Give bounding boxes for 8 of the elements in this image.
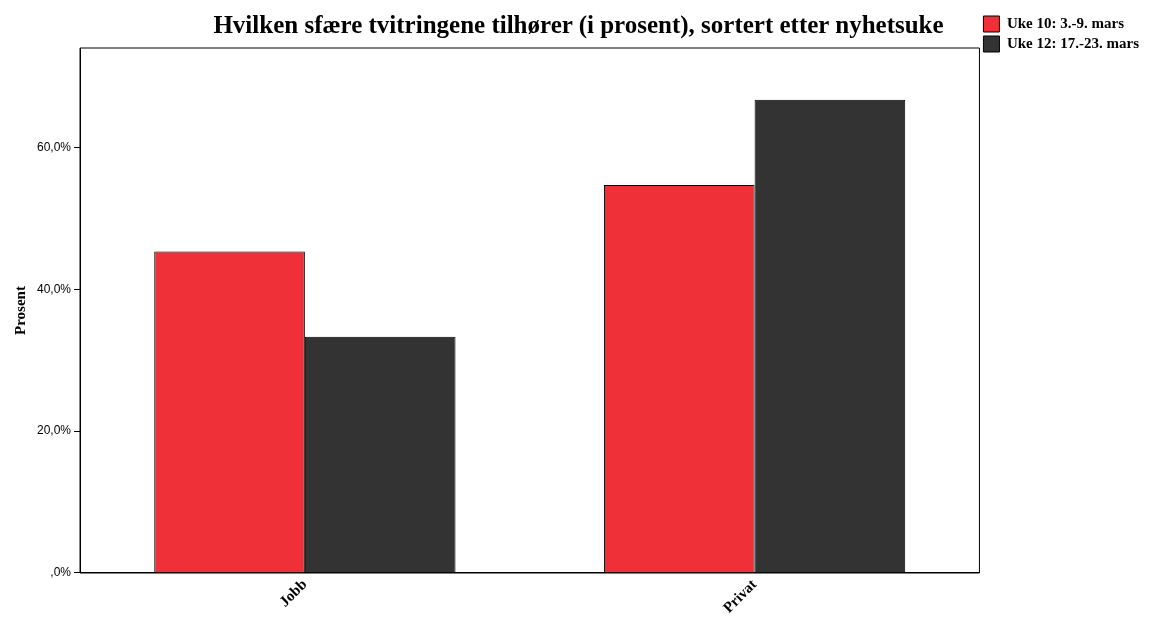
y-tick-label: 40,0% <box>36 281 72 296</box>
y-tick-label: ,0% <box>50 565 72 580</box>
y-axis-title: Prosent <box>11 286 28 335</box>
legend-label: Uke 10: 3.-9. mars <box>1006 14 1125 31</box>
y-tick-label: 20,0% <box>36 423 72 438</box>
legend-label: Uke 12: 17.-23. mars <box>1006 34 1140 51</box>
y-tick-label: 60,0% <box>36 139 72 154</box>
chart-title: Hvilken sfære tvitringene tilhører (i prosent), sortert etter nyhetsuke <box>213 11 944 40</box>
